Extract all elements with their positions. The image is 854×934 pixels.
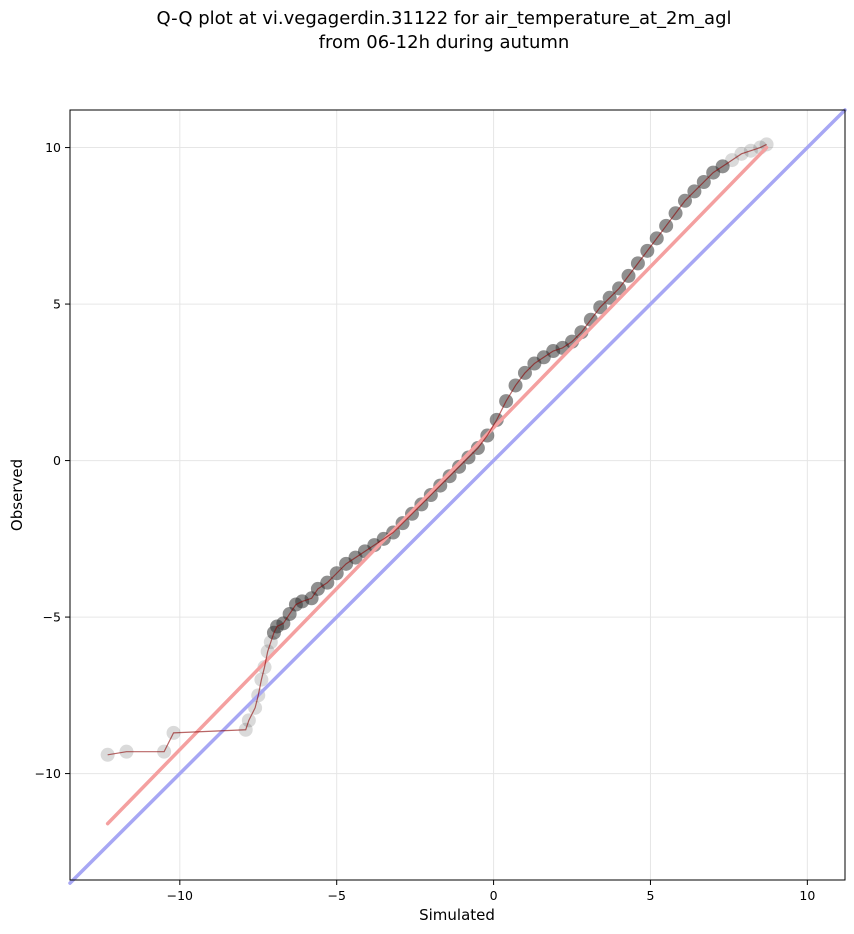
data-points [100, 137, 774, 762]
y-axis-ticks: −10 −5 0 5 10 [35, 140, 70, 781]
x-axis-ticks: −10 −5 0 5 10 [167, 880, 815, 903]
x-tick-label-3: 5 [646, 888, 654, 903]
identity-line [68, 108, 847, 885]
reference-lines [68, 108, 847, 885]
plot-frame [69, 109, 846, 881]
y-tick-label-1: −5 [43, 610, 61, 625]
x-axis-label: Simulated [419, 906, 495, 924]
x-tick-label-1: −5 [327, 888, 345, 903]
y-axis-label: Observed [8, 459, 26, 531]
y-tick-label-3: 5 [53, 297, 61, 312]
x-tick-label-4: 10 [799, 888, 815, 903]
fit-line [105, 145, 769, 826]
y-tick-label-4: 10 [45, 140, 61, 155]
y-tick-label-0: −10 [35, 766, 61, 781]
x-tick-label-0: −10 [167, 888, 193, 903]
quantile-trace [107, 143, 767, 756]
chart-title: Q-Q plot at vi.vegagerdin.31122 for air_… [157, 8, 732, 29]
chart-subtitle: from 06-12h during autumn [319, 32, 570, 53]
y-tick-label-2: 0 [53, 453, 61, 468]
x-tick-label-2: 0 [490, 888, 498, 903]
